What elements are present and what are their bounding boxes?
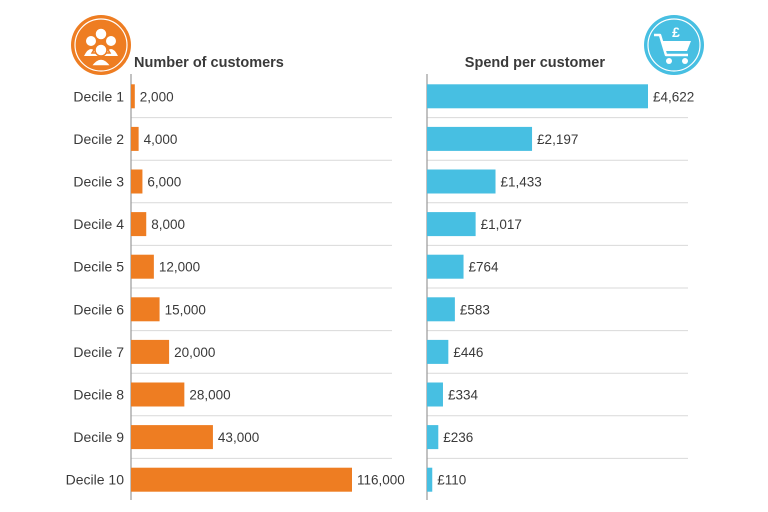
data-label: £4,622 [653,89,694,104]
category-label: Decile 3 [73,174,124,190]
data-label: 15,000 [165,302,206,317]
cart-basket [662,41,691,51]
category-label: Decile 4 [73,216,124,232]
people-group-icon [68,12,134,78]
panel-title: Spend per customer [465,55,606,71]
data-label: £1,017 [481,217,522,232]
bar [131,382,185,407]
data-label: £446 [453,345,483,360]
data-label: £334 [448,388,479,403]
person-body [89,58,113,67]
data-label: 28,000 [189,388,230,403]
bar [427,84,648,109]
data-label: 20,000 [174,345,215,360]
data-label: £110 [437,473,466,488]
person-head [94,43,108,57]
bar [427,254,464,279]
shopping-cart-pound-icon: £ [641,12,707,78]
data-label: 6,000 [147,175,181,190]
cart-handle [654,33,688,57]
bar [427,339,449,364]
data-label: £2,197 [537,132,578,147]
data-label: 43,000 [218,430,259,445]
bar [427,467,433,492]
data-label: 8,000 [151,217,185,232]
bar [131,212,147,237]
bar [427,425,439,450]
bar [131,254,154,279]
bar [131,425,213,450]
bar [427,212,476,237]
category-label: Decile 8 [73,387,124,403]
data-label: 12,000 [159,260,200,275]
person-head [86,36,96,46]
data-label: £583 [460,302,490,317]
bar [427,169,496,194]
data-label: 116,000 [357,473,405,488]
bar [131,339,170,364]
data-label: £1,433 [501,175,542,190]
icon-inner-ring [647,18,701,72]
category-label: Decile 2 [73,131,124,147]
category-label: Decile 5 [73,259,124,275]
bar [131,297,160,322]
bar [131,84,135,109]
category-label: Decile 1 [73,88,124,104]
bar [427,126,533,151]
data-label: 2,000 [140,89,174,104]
category-label: Decile 6 [73,301,124,317]
bar [131,169,143,194]
category-label: Decile 7 [73,344,124,360]
pound-sign: £ [672,24,680,40]
bar [427,297,455,322]
category-label: Decile 10 [66,472,125,488]
bar [131,467,352,492]
panel-title: Number of customers [134,55,284,71]
bar [427,382,443,407]
cart-wheel [666,58,672,64]
data-label: £236 [443,430,473,445]
category-label: Decile 9 [73,429,124,445]
data-label: 4,000 [144,132,178,147]
cart-wheel [682,58,688,64]
person-head [106,36,116,46]
bar [131,126,139,151]
person-head [94,27,108,41]
data-label: £764 [469,260,500,275]
icon-inner-ring [74,18,128,72]
